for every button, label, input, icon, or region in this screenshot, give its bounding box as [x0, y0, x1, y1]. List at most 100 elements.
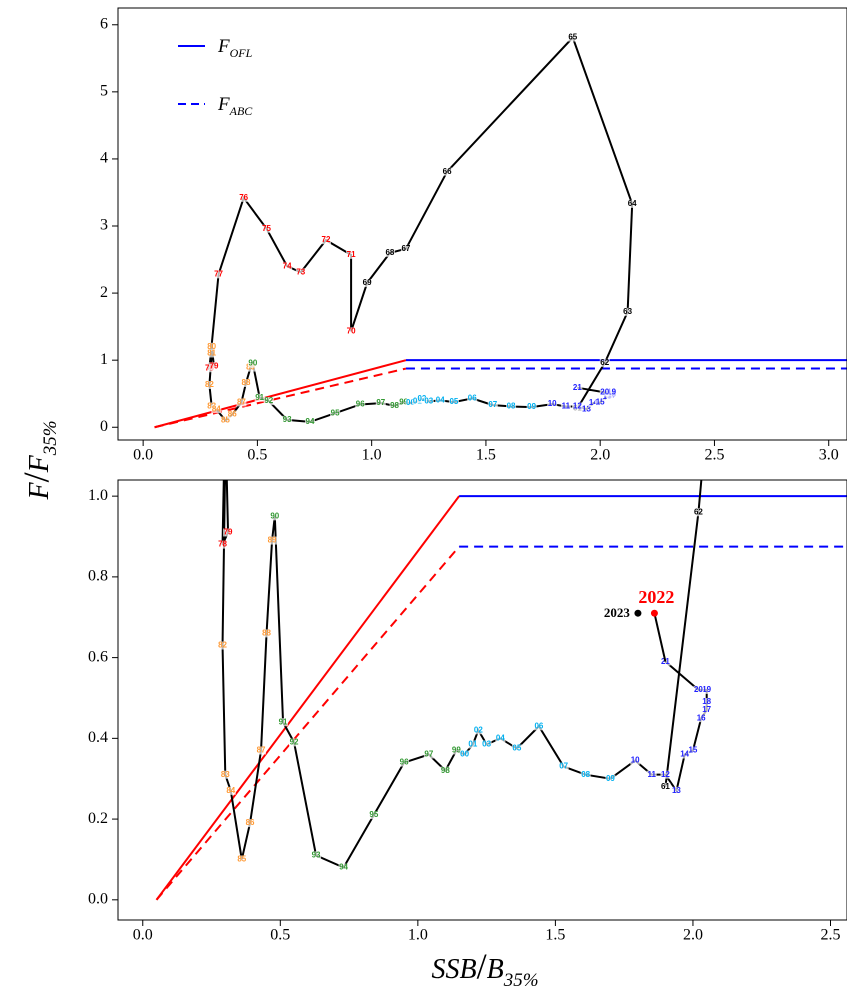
label-bg — [630, 756, 641, 765]
label-bg — [467, 740, 478, 749]
point-label: 95 — [331, 408, 340, 417]
y-tick-label: 0.4 — [88, 729, 108, 746]
x-tick-label: 1.5 — [476, 447, 496, 464]
label-bg — [423, 397, 434, 406]
highlight-point — [634, 609, 642, 617]
point-label: 97 — [424, 750, 433, 759]
highlight-label: 2022 — [638, 587, 674, 607]
label-bg — [289, 738, 300, 747]
point-label: 90 — [270, 511, 279, 520]
label-bg — [304, 417, 315, 426]
point-label: 64 — [628, 199, 637, 208]
point-label: 67 — [401, 244, 410, 253]
point-label: 21 — [573, 383, 582, 392]
label-bg — [282, 415, 293, 424]
label-bg — [261, 629, 272, 638]
y-tick-label: 3 — [100, 217, 108, 234]
y-tick-label: 0.8 — [88, 568, 108, 585]
plot-frame — [117, 7, 847, 441]
label-bg — [388, 319, 398, 327]
legend-name: F — [217, 94, 230, 115]
label-bg — [687, 746, 698, 755]
label-bg — [572, 402, 583, 411]
point-label: 19 — [607, 387, 616, 396]
label-bg — [267, 536, 278, 545]
point-label: 94 — [306, 417, 315, 426]
point-label: 12 — [573, 402, 582, 411]
label-bg — [567, 33, 578, 42]
label-bg — [721, 202, 731, 210]
label-bg — [473, 726, 484, 735]
y-tick-label: 4 — [100, 150, 108, 167]
label-bg — [526, 403, 537, 412]
point-label: 81 — [207, 349, 216, 358]
hcr-ramp — [155, 495, 460, 901]
label-bg — [588, 399, 599, 408]
label-bg — [355, 400, 366, 409]
label-bg — [213, 270, 224, 279]
point-label: 14 — [589, 398, 598, 407]
x-label-ref: B — [487, 954, 504, 985]
y-tick-label: 1.0 — [88, 487, 108, 504]
point-label: 10 — [548, 399, 557, 408]
point-label: 08 — [507, 402, 516, 411]
x-tick-label: 1.5 — [545, 927, 565, 944]
point-label: 84 — [212, 404, 221, 413]
label-bg — [599, 358, 610, 367]
point-label: 03 — [424, 397, 433, 406]
point-label: 13 — [582, 404, 591, 413]
point-label: 02 — [417, 394, 426, 403]
label-bg — [204, 380, 215, 389]
point-label: 11 — [647, 770, 656, 779]
point-label: 96 — [400, 758, 409, 767]
label-bg — [407, 28, 417, 36]
highlight-point — [650, 609, 658, 617]
label-bg — [416, 395, 427, 404]
point-label: 83 — [221, 770, 230, 779]
point-label: 70 — [389, 318, 398, 327]
point-label: 05 — [449, 397, 458, 406]
label-bg — [338, 863, 349, 872]
point-label: 80 — [207, 342, 216, 351]
point-label: 93 — [312, 851, 321, 860]
label-bg — [435, 396, 446, 405]
y-tick-label: 6 — [100, 15, 108, 32]
point-label: 03 — [482, 740, 491, 749]
label-bg — [701, 685, 712, 694]
legend-entry: FABC — [217, 94, 253, 118]
y-tick-label: 0.0 — [88, 890, 108, 907]
label-bg — [679, 750, 690, 759]
label-bg — [220, 416, 231, 425]
point-label: 94 — [339, 863, 348, 872]
point-label: 66 — [443, 167, 452, 176]
label-bg — [581, 405, 592, 414]
y-tick-label: 0.6 — [88, 648, 108, 665]
label-bg — [245, 819, 256, 828]
label-bg — [405, 399, 416, 408]
label-bg — [442, 167, 453, 176]
point-label: 93 — [283, 415, 292, 424]
point-label: 06 — [468, 394, 477, 403]
label-bg — [362, 279, 373, 288]
label-bg — [220, 770, 231, 779]
y-label-sub: 35% — [40, 420, 61, 456]
point-label: 89 — [268, 536, 277, 545]
point-label: 73 — [296, 267, 305, 276]
point-label: 82 — [218, 641, 227, 650]
point-label: 75 — [262, 224, 271, 233]
label-bg — [278, 718, 289, 727]
label-bg — [560, 402, 571, 411]
hcr-ramp — [155, 545, 460, 901]
label-bg — [247, 359, 258, 368]
point-label: 71 — [347, 250, 356, 259]
point-label: 96 — [356, 400, 365, 409]
label-bg — [263, 397, 274, 406]
label-bg — [236, 855, 247, 864]
hcr-ramp — [154, 359, 407, 429]
x-label-sub: 35% — [503, 970, 539, 991]
trajectory — [221, 480, 708, 869]
label-bg — [236, 398, 247, 407]
point-label: 14 — [680, 750, 689, 759]
point-label: 85 — [237, 855, 246, 864]
